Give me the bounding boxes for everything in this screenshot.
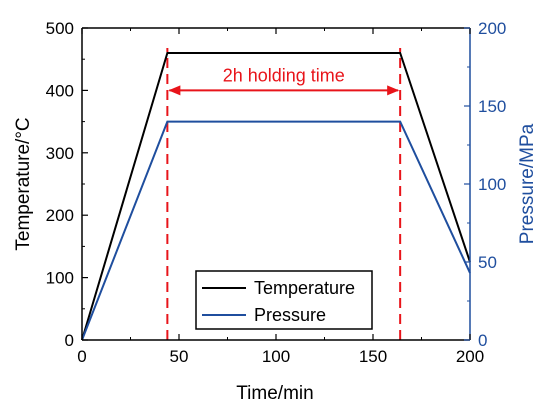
series-line-temperature	[81, 51, 471, 341]
y-right-axis-title: Pressure/MPa	[517, 123, 538, 244]
legend-label-temperature: Temperature	[254, 278, 355, 298]
y-left-tick-label: 200	[46, 206, 74, 225]
x-axis-title: Time/min	[236, 383, 313, 404]
y-right-tick-label: 0	[478, 331, 487, 350]
y-left-axis-title: Temperature/°C	[13, 117, 34, 250]
y-right-tick-label: 50	[478, 253, 497, 272]
holding-time-label: 2h holding time	[223, 65, 345, 85]
legend-box	[195, 270, 373, 330]
y-right-tick-label: 150	[478, 97, 506, 116]
x-tick-label: 100	[262, 347, 290, 366]
series-line-pressure	[81, 120, 471, 341]
legend-label-pressure: Pressure	[254, 305, 326, 325]
x-tick-label: 150	[359, 347, 387, 366]
y-left-tick-label: 0	[65, 331, 74, 350]
y-left-tick-label: 500	[46, 19, 74, 38]
x-tick-label: 50	[170, 347, 189, 366]
y-right-tick-label: 100	[478, 175, 506, 194]
y-left-tick-label: 100	[46, 269, 74, 288]
x-tick-label: 0	[77, 347, 86, 366]
plot-marks: 2h holding time	[81, 48, 471, 341]
y-left-tick-label: 400	[46, 81, 74, 100]
x-tick-label: 200	[456, 347, 484, 366]
y-right-tick-label: 200	[478, 19, 506, 38]
holding-arrow-head-right	[387, 85, 400, 96]
holding-arrow-head-left	[168, 85, 181, 96]
legend: Temperature Pressure	[195, 270, 373, 330]
y-left-tick-label: 300	[46, 144, 74, 163]
